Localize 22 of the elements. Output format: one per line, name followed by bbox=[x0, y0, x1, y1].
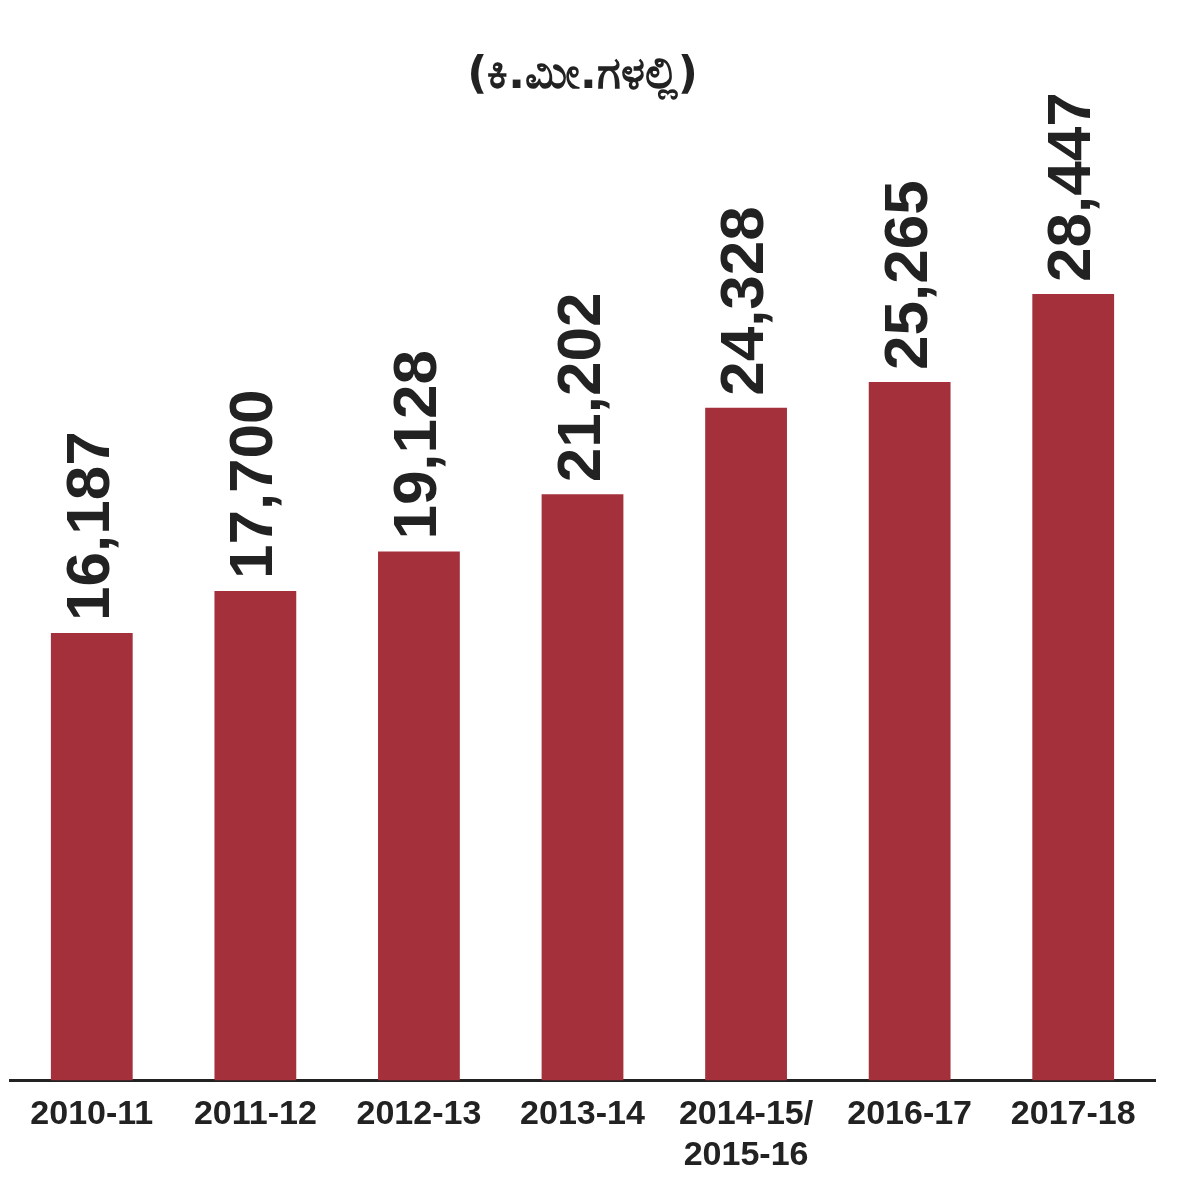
x-tick-label: 2016-17 bbox=[847, 1093, 973, 1132]
bar bbox=[378, 551, 460, 1081]
data-label: 24,328 bbox=[707, 206, 777, 396]
data-label: 16,187 bbox=[52, 431, 122, 621]
bar bbox=[214, 591, 297, 1081]
x-tick-label: 2011-12 bbox=[193, 1093, 317, 1132]
chart-title: (ಕಿ.ಮೀ.ಗಳಲ್ಲಿ) bbox=[467, 46, 698, 100]
data-label: 25,265 bbox=[870, 180, 940, 370]
data-label: 19,128 bbox=[380, 349, 450, 540]
bar bbox=[868, 381, 951, 1081]
data-label: 21,202 bbox=[543, 292, 613, 483]
bar bbox=[705, 407, 787, 1081]
data-label: 17,700 bbox=[216, 389, 286, 580]
data-label: 28,447 bbox=[1034, 92, 1104, 282]
bar bbox=[50, 632, 133, 1081]
x-tick-label: 2014-15/ 2015-16 bbox=[678, 1093, 814, 1172]
x-tick-label: 2010-11 bbox=[30, 1093, 154, 1132]
bar bbox=[1032, 293, 1115, 1081]
x-tick-label: 2017-18 bbox=[1010, 1093, 1136, 1132]
x-tick-label: 2013-14 bbox=[520, 1093, 645, 1132]
bar bbox=[541, 494, 624, 1081]
x-tick-label: 2012-13 bbox=[356, 1093, 482, 1132]
